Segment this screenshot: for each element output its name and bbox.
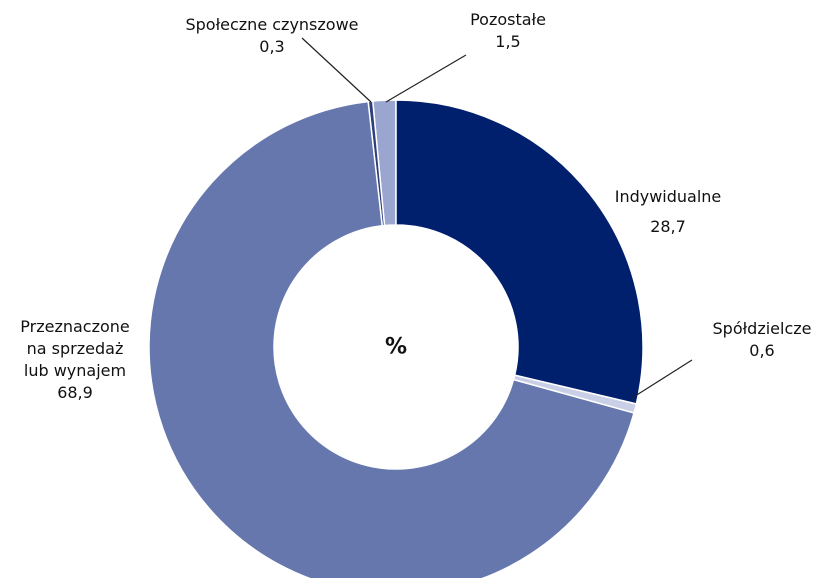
slice-label: Społeczne czynszowe [185, 15, 359, 34]
donut-slice [395, 99, 644, 405]
value-label: 0,3 [259, 37, 285, 56]
donut-slice [148, 100, 635, 578]
value-label: 0,6 [749, 341, 775, 360]
value-label: 28,7 [650, 217, 686, 236]
slice-label: Spółdzielcze [712, 319, 812, 338]
value-label: 1,5 [495, 32, 521, 51]
leader-line [385, 54, 467, 103]
center-label: % [384, 334, 408, 360]
leader-line [301, 37, 372, 103]
value-label: 68,9 [57, 383, 93, 402]
slice-label: Indywidualne [614, 187, 722, 206]
slice-label: Przeznaczone na sprzedaż lub wynajem [20, 317, 130, 380]
leader-line [631, 359, 693, 399]
slice-label: Pozostałe [470, 10, 546, 29]
